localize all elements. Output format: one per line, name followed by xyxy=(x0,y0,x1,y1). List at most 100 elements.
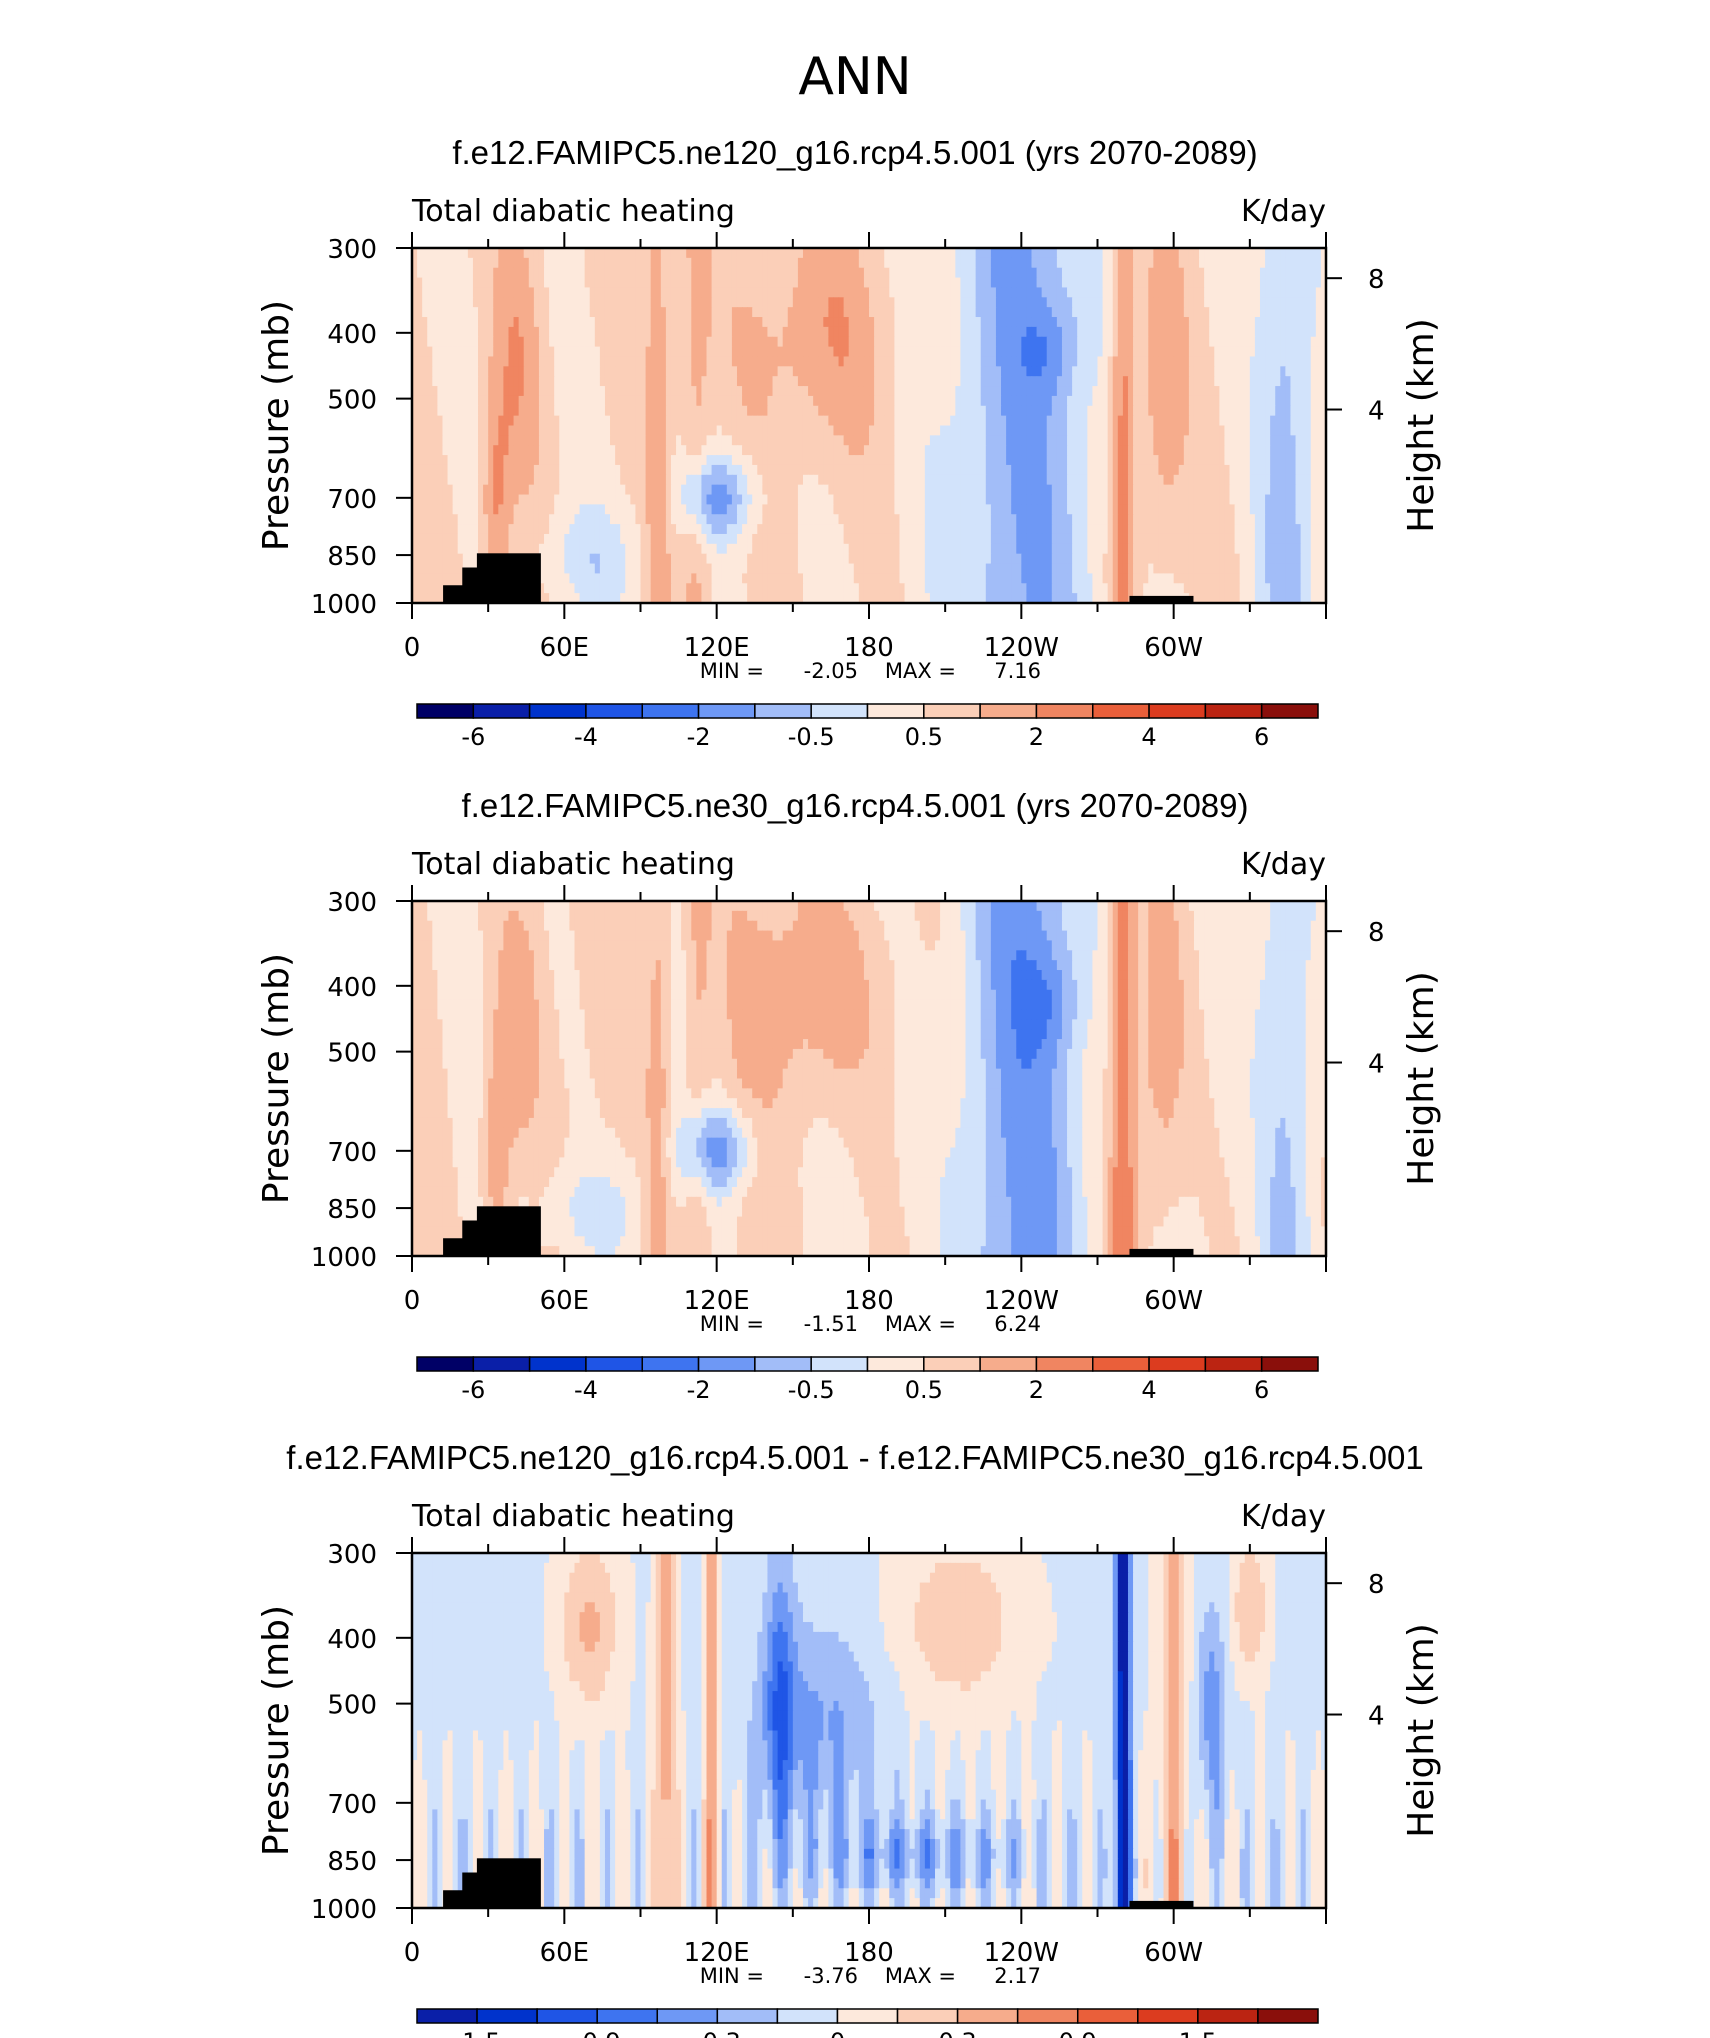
heatmap-cell xyxy=(1224,415,1231,427)
heatmap-cell xyxy=(995,415,1002,427)
heatmap-cell xyxy=(498,514,504,525)
heatmap-cell xyxy=(1112,494,1119,505)
heatmap-cell xyxy=(828,405,835,417)
heatmap-cell xyxy=(782,257,789,269)
heatmap-cell xyxy=(564,484,571,496)
heatmap-cell xyxy=(929,395,936,407)
heatmap-cell xyxy=(929,297,936,308)
heatmap-cell xyxy=(802,514,809,525)
heatmap-cell xyxy=(909,386,916,397)
heatmap-cell xyxy=(894,267,901,279)
heatmap-cell xyxy=(483,395,489,407)
heatmap-cell xyxy=(559,395,565,407)
heatmap-cell xyxy=(478,346,484,358)
heatmap-cell xyxy=(975,326,982,338)
heatmap-cell xyxy=(980,386,987,397)
heatmap-cell xyxy=(970,395,977,407)
heatmap-cell xyxy=(1026,484,1033,496)
heatmap-cell xyxy=(417,514,423,525)
heatmap-cell xyxy=(1148,326,1154,338)
heatmap-cell xyxy=(1259,415,1266,427)
heatmap-cell xyxy=(813,366,819,377)
heatmap-cell xyxy=(549,356,555,367)
heatmap-cell xyxy=(1193,317,1200,328)
heatmap-cell xyxy=(691,326,697,338)
heatmap-cell xyxy=(1229,297,1236,308)
heatmap-cell xyxy=(1026,405,1033,417)
heatmap-cell xyxy=(1001,326,1007,338)
heatmap-cell xyxy=(716,287,723,298)
heatmap-cell xyxy=(412,514,418,525)
heatmap-cell xyxy=(1097,346,1104,358)
heatmap-cell xyxy=(432,307,438,318)
heatmap-cell xyxy=(863,435,870,446)
heatmap-cell xyxy=(879,317,885,328)
heatmap-cell xyxy=(437,514,444,525)
heatmap-cell xyxy=(1122,386,1129,397)
heatmap-cell xyxy=(782,248,789,259)
heatmap-cell xyxy=(1280,435,1286,446)
heatmap-cell xyxy=(1249,445,1256,456)
heatmap-cell xyxy=(686,257,692,269)
heatmap-cell xyxy=(670,455,677,466)
heatmap-cell xyxy=(686,248,692,259)
heatmap-cell xyxy=(620,386,626,397)
heatmap-cell xyxy=(970,435,977,446)
heatmap-cell xyxy=(995,307,1002,318)
heatmap-cell xyxy=(808,248,814,259)
heatmap-cell xyxy=(777,307,784,318)
heatmap-cell xyxy=(706,277,713,289)
heatmap-cell xyxy=(1229,504,1236,515)
heatmap-cell xyxy=(549,326,555,338)
heatmap-cell xyxy=(615,425,621,436)
heatmap-cell xyxy=(772,514,779,525)
heatmap-cell xyxy=(442,307,449,318)
heatmap-cell xyxy=(1061,277,1068,289)
heatmap-cell xyxy=(1107,494,1114,505)
heatmap-cell xyxy=(1082,376,1088,387)
heatmap-cell xyxy=(472,366,479,377)
heatmap-cell xyxy=(1148,267,1154,279)
heatmap-cell xyxy=(1011,464,1017,476)
heatmap-cell xyxy=(716,395,723,407)
heatmap-cell xyxy=(1234,277,1241,289)
heatmap-cell xyxy=(549,257,555,269)
heatmap-cell xyxy=(752,514,758,525)
heatmap-cell xyxy=(919,474,926,486)
heatmap-cell xyxy=(965,445,972,456)
heatmap-cell xyxy=(1107,248,1114,259)
heatmap-cell xyxy=(782,356,789,367)
heatmap-cell xyxy=(1092,366,1099,377)
heatmap-cell xyxy=(960,386,967,397)
heatmap-cell xyxy=(919,257,926,269)
heatmap-cell xyxy=(422,435,428,446)
heatmap-cell xyxy=(843,317,850,328)
heatmap-cell xyxy=(1127,346,1134,358)
heatmap-cell xyxy=(762,376,769,387)
heatmap-cell xyxy=(589,455,596,466)
heatmap-cell xyxy=(808,395,814,407)
heatmap-cell xyxy=(823,326,829,338)
heatmap-cell xyxy=(447,277,454,289)
heatmap-cell xyxy=(1021,435,1028,446)
heatmap-cell xyxy=(1001,317,1007,328)
heatmap-cell xyxy=(610,287,616,298)
heatmap-cell xyxy=(762,445,769,456)
heatmap-cell xyxy=(564,415,571,427)
heatmap-cell xyxy=(1209,346,1215,358)
heatmap-cell xyxy=(1061,415,1068,427)
heatmap-cell xyxy=(1285,356,1292,367)
heatmap-cell xyxy=(660,445,667,456)
heatmap-cell xyxy=(630,504,637,515)
heatmap-cell xyxy=(569,336,576,348)
heatmap-cell xyxy=(1158,494,1165,505)
heatmap-cell xyxy=(1265,474,1271,486)
heatmap-cell xyxy=(1001,267,1007,279)
heatmap-cell xyxy=(1234,484,1241,496)
heatmap-cell xyxy=(1072,484,1078,496)
heatmap-cell xyxy=(924,435,931,446)
heatmap-cell xyxy=(874,356,880,367)
heatmap-cell xyxy=(919,277,926,289)
heatmap-cell xyxy=(1011,455,1017,466)
